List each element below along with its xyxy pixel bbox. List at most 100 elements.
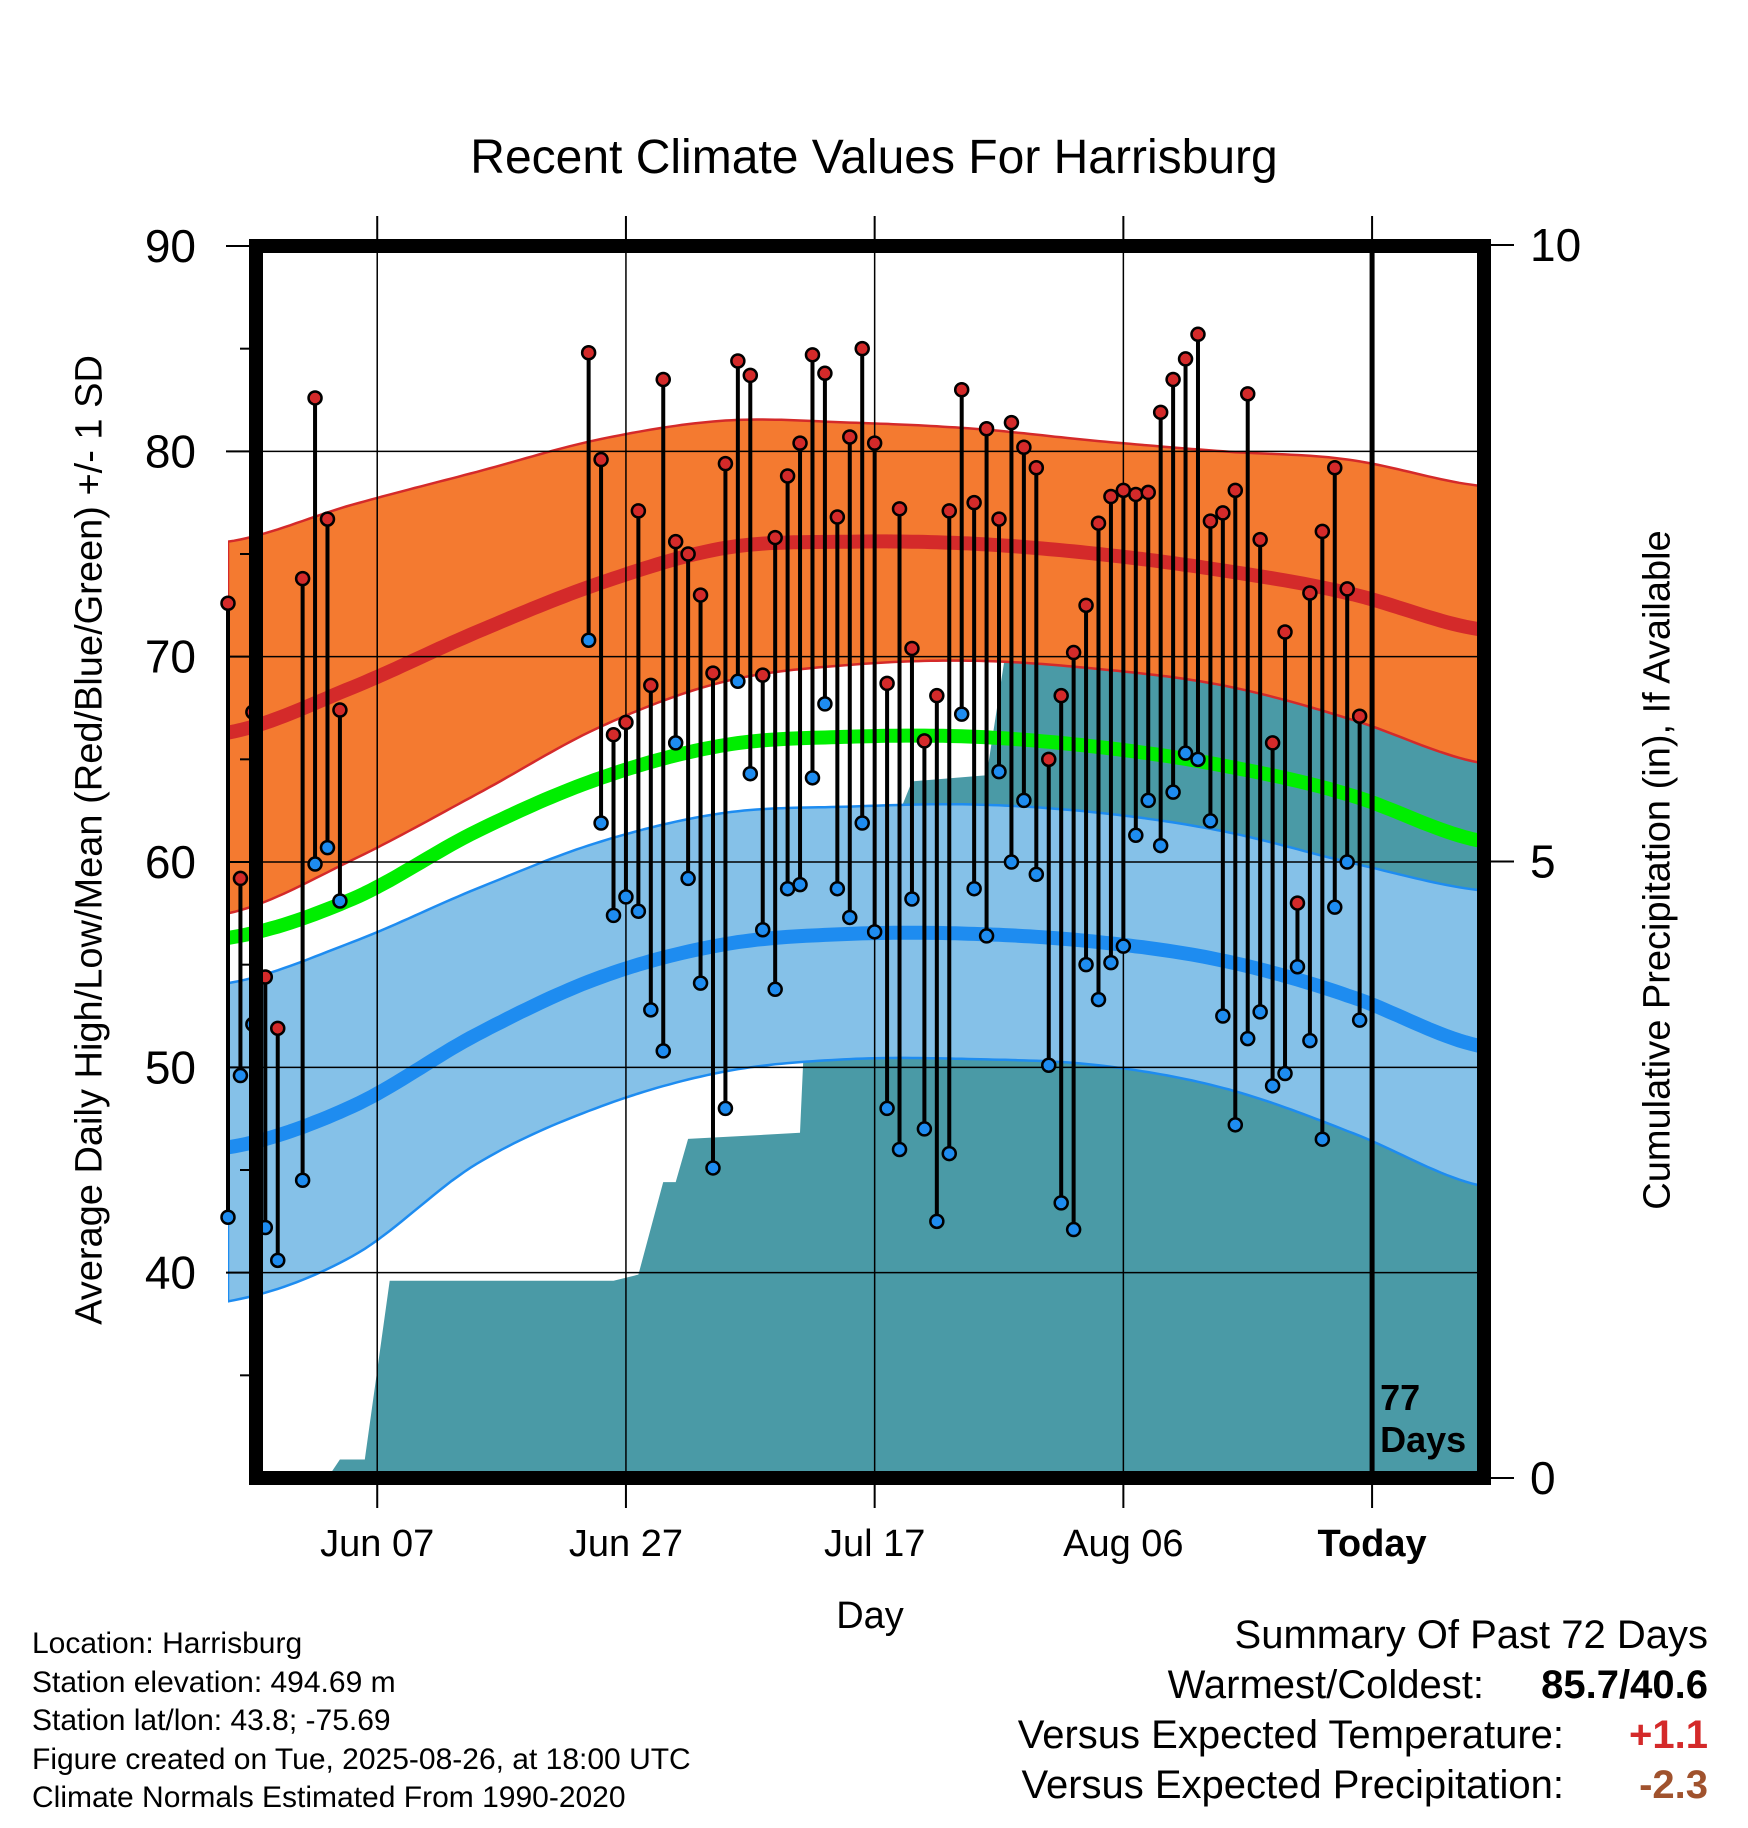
obs-high-point: [269, 1020, 286, 1037]
obs-low-point: [916, 1121, 933, 1137]
obs-high-point: [978, 420, 995, 437]
obs-high-point: [643, 677, 659, 694]
x-axis-label: Day: [836, 1595, 904, 1637]
obs-high-point: [692, 587, 709, 603]
obs-low-point: [730, 673, 746, 690]
obs-low-point: [953, 706, 970, 722]
obs-high-point: [1190, 326, 1206, 343]
obs-high-point: [804, 347, 821, 363]
obs-low-point: [991, 763, 1007, 780]
obs-low-point: [904, 891, 920, 907]
obs-low-point: [1215, 1008, 1231, 1024]
obs-high-point: [1103, 488, 1119, 505]
obs-low-point: [1177, 745, 1194, 761]
obs-high-point: [232, 870, 249, 887]
obs-high-point: [1302, 585, 1318, 601]
obs-low-point: [307, 856, 323, 872]
station-metadata: Location: Harrisburg Station elevation: …: [32, 1625, 691, 1818]
obs-high-point: [742, 367, 759, 384]
obs-low-point: [1090, 991, 1107, 1008]
obs-low-point: [1103, 954, 1119, 971]
obs-high-point: [655, 371, 671, 388]
summary-precip-label: Versus Expected Precipitation:: [1021, 1763, 1564, 1807]
obs-high-point: [1053, 687, 1069, 704]
obs-low-point: [705, 1160, 721, 1176]
obs-high-point: [1152, 404, 1169, 421]
obs-high-point: [1327, 460, 1343, 476]
obs-low-point: [879, 1100, 895, 1117]
y-tick-label: 90: [145, 220, 196, 272]
obs-low-point: [742, 765, 759, 782]
y-tick-label: 50: [145, 1041, 196, 1093]
obs-low-point: [1165, 784, 1181, 800]
obs-high-point: [991, 511, 1007, 527]
y-tick-label: 60: [145, 836, 196, 888]
obs-high-point: [1339, 581, 1355, 597]
summary-precip-value: -2.3: [1639, 1763, 1708, 1807]
obs-low-point: [1190, 751, 1206, 768]
obs-high-point: [1016, 439, 1032, 455]
obs-high-point: [842, 429, 858, 445]
plot-area: [228, 418, 1484, 1478]
obs-low-point: [1289, 958, 1306, 975]
obs-high-point: [792, 435, 808, 451]
meta-normals: Climate Normals Estimated From 1990-2020: [32, 1781, 626, 1814]
obs-high-point: [1215, 505, 1231, 521]
obs-high-point: [294, 570, 311, 587]
obs-high-point: [319, 511, 336, 527]
obs-low-point: [232, 1067, 249, 1084]
obs-low-point: [854, 815, 870, 831]
x-tick-label: Aug 06: [1063, 1523, 1183, 1565]
normal-low-line: [228, 925, 1484, 1155]
y-tick-label: 70: [145, 631, 196, 683]
meta-created: Figure created on Tue, 2025-08-26, at 18…: [32, 1742, 691, 1776]
obs-low-point: [1264, 1078, 1281, 1094]
summary-temp-value: +1.1: [1629, 1713, 1708, 1757]
y2-axis-label: Cumulative Precipitation (in), If Availa…: [1636, 530, 1679, 1210]
obs-low-point: [966, 880, 982, 897]
x-tick-label: Jun 27: [569, 1523, 683, 1565]
plot-frame: [249, 239, 1491, 1485]
obs-high-point: [1041, 751, 1057, 768]
obs-high-point: [705, 665, 721, 681]
obs-low-point: [1065, 1221, 1082, 1238]
obs-high-point: [953, 381, 970, 398]
obs-high-point: [1078, 597, 1094, 614]
obs-low-point: [618, 889, 634, 905]
obs-low-point: [717, 1100, 734, 1117]
obs-low-point: [1078, 956, 1094, 973]
obs-low-point: [829, 880, 846, 897]
obs-high-point: [966, 494, 982, 511]
obs-high-point: [605, 726, 622, 743]
obs-low-point: [891, 1141, 908, 1158]
obs-high-point: [879, 675, 895, 692]
x-tick-label: Jul 17: [824, 1523, 925, 1565]
obs-low-point: [1202, 813, 1219, 829]
obs-high-point: [220, 595, 236, 612]
chart-title: Recent Climate Values For Harrisburg: [470, 131, 1278, 184]
obs-low-point: [667, 735, 684, 751]
obs-low-point: [1351, 1012, 1368, 1028]
obs-low-point: [1314, 1131, 1331, 1147]
obs-low-point: [630, 903, 647, 920]
obs-high-point: [829, 509, 846, 525]
obs-low-point: [692, 975, 709, 991]
obs-low-point: [1016, 792, 1032, 809]
obs-low-point: [804, 770, 821, 786]
obs-low-point: [1115, 938, 1132, 954]
obs-low-point: [1028, 866, 1045, 883]
obs-low-point: [941, 1145, 958, 1162]
obs-low-point: [1041, 1057, 1057, 1074]
obs-low-point: [842, 909, 858, 926]
obs-high-point: [717, 455, 734, 472]
summary-heading: Summary Of Past 72 Days: [1234, 1613, 1708, 1657]
normal-high-line: [228, 534, 1484, 740]
obs-low-point: [1128, 827, 1144, 844]
obs-low-point: [1227, 1117, 1244, 1133]
obs-high-point: [1264, 735, 1281, 751]
days-unit-label: Days: [1380, 1419, 1466, 1460]
obs-high-point: [1277, 624, 1293, 640]
obs-low-point: [269, 1252, 286, 1269]
high-sd-band: [228, 418, 1484, 915]
obs-high-point: [916, 733, 933, 749]
